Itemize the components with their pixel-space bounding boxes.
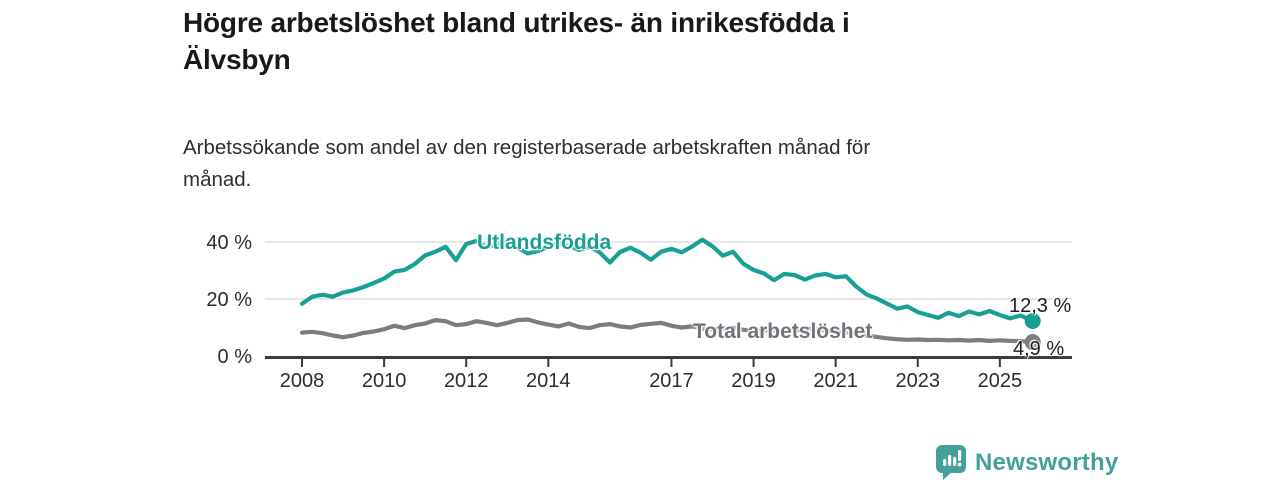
end-value-total-arbetsloshet: 4,9 % xyxy=(1013,338,1065,360)
x-axis-tick-label: 2008 xyxy=(280,370,325,392)
x-axis-tick-label: 2012 xyxy=(444,370,489,392)
series-line-total xyxy=(299,317,1035,345)
x-axis-tick-label: 2025 xyxy=(978,370,1023,392)
end-value-utlandsfodda: 12,3 % xyxy=(1009,295,1072,317)
y-axis-tick-label: 40 % xyxy=(206,232,252,254)
x-axis-tick-label: 2019 xyxy=(731,370,776,392)
y-axis-tick-label: 20 % xyxy=(206,289,252,311)
chart-subtitle: Arbetssökande som andel av den registerb… xyxy=(183,136,871,191)
newsworthy-logo-icon xyxy=(936,445,966,480)
x-axis-tick-label: 2017 xyxy=(649,370,694,392)
brand-footer[interactable]: Newsworthy xyxy=(936,445,1118,480)
x-axis-tick-label: 2021 xyxy=(813,370,858,392)
series-end-dot xyxy=(1024,312,1041,329)
x-axis-tick-label: 2010 xyxy=(362,370,407,392)
x-axis-tick-label: 2023 xyxy=(896,370,941,392)
series-line-utlandsfodda xyxy=(299,237,1035,323)
brand-name: Newsworthy xyxy=(975,448,1119,476)
series-label-utlandsfodda: Utlandsfödda xyxy=(477,231,612,254)
x-axis-tick-label: 2014 xyxy=(526,370,571,392)
series-end-dot xyxy=(1024,334,1041,351)
series-label-total-arbetsloshet: Total arbetslöshet xyxy=(693,320,873,343)
y-axis-tick-label: 0 % xyxy=(218,346,253,368)
page-title: Högre arbetslöshet bland utrikes- än inr… xyxy=(183,7,850,76)
